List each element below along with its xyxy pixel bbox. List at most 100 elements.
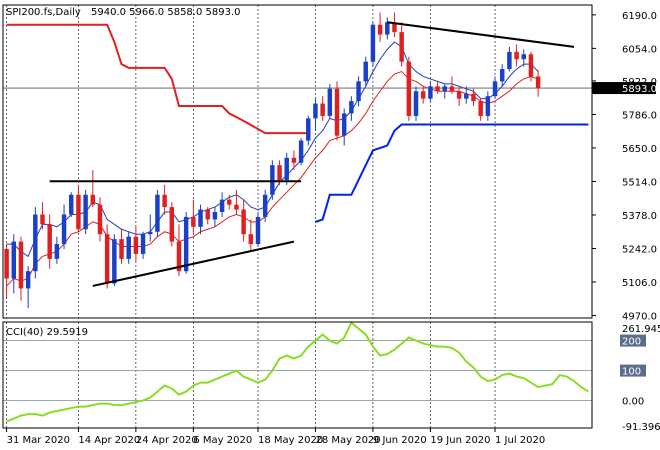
candle [334, 81, 340, 141]
date-tick-label: 31 Mar 2020 [7, 435, 70, 446]
price-tick-label: 6190.0 [622, 11, 657, 22]
date-tick-label: 28 May 2020 [315, 435, 380, 446]
candle-body [176, 241, 182, 272]
candle [492, 76, 498, 99]
candle-body [83, 194, 88, 230]
candle-body [11, 241, 17, 279]
candle [191, 199, 196, 235]
candle-body [471, 93, 476, 102]
candle [413, 86, 419, 121]
candle-body [248, 234, 254, 245]
candle-body [104, 234, 110, 284]
candle [535, 70, 541, 97]
candle-body [54, 244, 60, 259]
candle-body [47, 224, 52, 259]
candle [499, 64, 505, 87]
candle [162, 184, 167, 215]
candle-body [33, 214, 38, 272]
candle [155, 189, 160, 237]
candle [313, 98, 318, 131]
candle [485, 91, 491, 121]
candle-body [205, 209, 210, 220]
candle [320, 96, 325, 121]
candle [478, 98, 483, 121]
candle [18, 236, 24, 301]
grid [3, 5, 592, 428]
candle-body [528, 54, 534, 77]
candle-body [119, 239, 124, 259]
candle-body [456, 91, 462, 99]
candle-body [155, 194, 160, 232]
candle-body [219, 199, 225, 213]
candle [399, 22, 404, 67]
last-price-tag: 5893.0 [592, 82, 657, 95]
candle-body [162, 194, 167, 208]
candle-body [61, 214, 67, 245]
price-tick-label: 5106.0 [622, 278, 657, 289]
candle [248, 219, 254, 252]
candle [291, 150, 297, 171]
candle-body [464, 93, 469, 99]
chart-ohlc: 5940.0 5966.0 5858.0 5893.0 [91, 7, 241, 18]
candle [528, 51, 534, 82]
candle [205, 207, 210, 225]
candle [363, 56, 368, 87]
date-tick-label: 14 Apr 2020 [78, 435, 140, 446]
candle-body [306, 118, 311, 141]
trailing-stop-high [6, 23, 309, 135]
candle-body [334, 88, 340, 136]
candle [140, 231, 146, 259]
candle-body [133, 236, 139, 254]
candle [449, 76, 455, 94]
candle-body [514, 51, 519, 60]
trendlines [49, 21, 575, 287]
candle [428, 81, 433, 102]
candle-body [255, 216, 261, 245]
candle-body [535, 76, 541, 89]
date-tick-label: 19 Jun 2020 [430, 435, 490, 446]
candle [514, 44, 519, 67]
candle [471, 88, 476, 107]
candle-body [25, 271, 31, 289]
candle-body [277, 165, 282, 180]
candle-body [449, 86, 455, 92]
candle-body [485, 96, 491, 116]
candle-body [521, 54, 526, 60]
candle [76, 184, 81, 232]
candle [212, 207, 218, 227]
candle-body [234, 204, 239, 210]
candle-body [298, 140, 304, 163]
price-tick-label: 4970.0 [622, 312, 657, 323]
candle [406, 56, 412, 121]
candle-body [112, 239, 117, 284]
candle [234, 189, 239, 215]
cci-panel [3, 320, 646, 423]
candle-body [341, 113, 347, 136]
candle [133, 226, 139, 262]
indicator-lines [6, 23, 589, 287]
candle [507, 46, 512, 72]
price-tick-label: 5514.0 [622, 177, 657, 188]
candle [435, 81, 440, 94]
candle-body [377, 24, 383, 35]
trendline [387, 21, 575, 48]
candle [112, 234, 117, 286]
candle [327, 83, 333, 119]
date-tick-label: 9 Jun 2020 [373, 435, 427, 446]
candle [456, 86, 462, 107]
candle [377, 12, 383, 42]
candle-body [40, 214, 45, 225]
cci-label: CCI(40) 29.5919 [6, 327, 88, 338]
candle-body [191, 216, 196, 227]
cci-tick-label: 0.00 [622, 397, 644, 408]
candle [169, 202, 175, 247]
candle [219, 192, 225, 217]
candle [25, 266, 31, 309]
candle [148, 214, 153, 242]
candle [61, 204, 67, 249]
price-tick-label: 5378.0 [622, 211, 657, 222]
candle [227, 194, 232, 210]
trailing-stop-low [315, 123, 589, 223]
date-tick-label: 18 May 2020 [258, 435, 323, 446]
